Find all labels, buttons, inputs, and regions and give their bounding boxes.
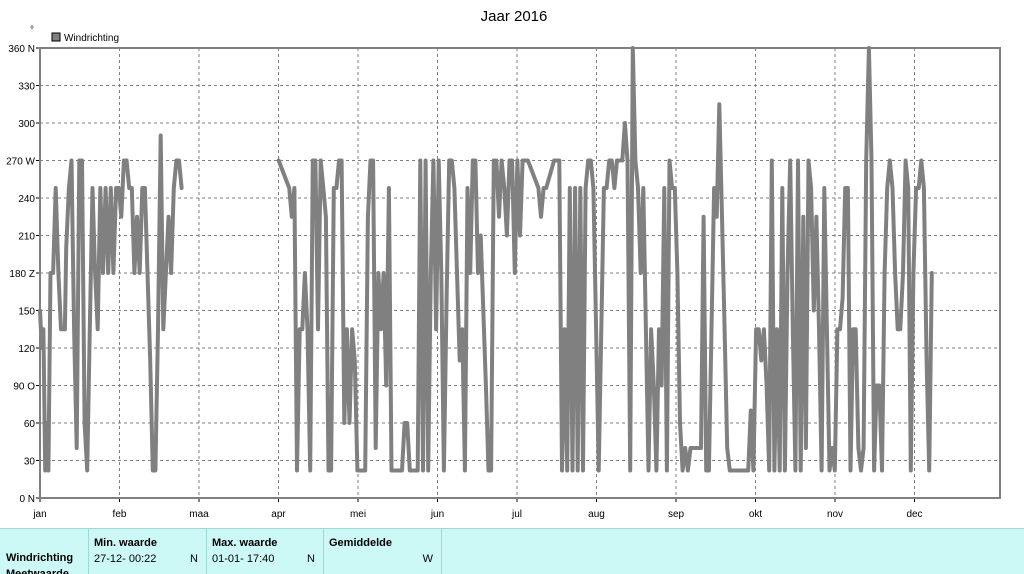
x-tick-label: okt xyxy=(749,509,763,520)
y-axis-ticks: 360 N 330 300 270 W 240 210 180 Z 150 120 90 O 60 3… xyxy=(6,44,40,505)
stats-bar: Windrichting Meetwaarde Min. waarde 27-1… xyxy=(0,528,1024,574)
x-axis-ticks: jan feb maa apr mei jun jul aug sep okt nov dec xyxy=(32,498,923,520)
y-tick-label: 330 xyxy=(18,82,35,93)
stats-max-column: Max. waarde 01-01- 17:40 N xyxy=(207,529,324,574)
x-tick-label: nov xyxy=(827,509,843,520)
grid-lines xyxy=(40,48,1000,498)
stats-row-label: Windrichting xyxy=(6,552,74,564)
x-tick-label: feb xyxy=(113,509,127,520)
x-tick-label: jun xyxy=(430,509,444,520)
wind-direction-chart: Jaar 2016 ° Windrichting 360 N 330 300 270 … xyxy=(6,8,1001,520)
y-tick-label: 240 xyxy=(18,194,35,205)
stats-max-date: 01-01- 17:40 xyxy=(212,553,275,565)
legend-swatch xyxy=(51,32,61,42)
stats-label-column: Windrichting Meetwaarde xyxy=(0,529,89,574)
series-line-segment xyxy=(276,46,934,473)
y-tick-label: 30 xyxy=(24,457,36,468)
stats-min-dir: N xyxy=(190,553,198,565)
x-tick-label: jan xyxy=(32,509,46,520)
y-tick-label: 180 Z xyxy=(9,269,35,280)
stats-avg-column: Gemiddelde W xyxy=(324,529,442,574)
series-line-segment xyxy=(38,133,184,473)
stats-avg-dir: W xyxy=(422,553,433,565)
y-tick-label: 120 xyxy=(18,344,35,355)
x-tick-label: aug xyxy=(588,509,605,520)
legend-marker: ° xyxy=(30,25,34,36)
y-tick-label: 300 xyxy=(18,119,35,130)
y-tick-label: 210 xyxy=(18,232,35,243)
stats-max-header: Max. waarde xyxy=(212,537,278,549)
series-layer xyxy=(38,46,934,473)
y-tick-label: 0 N xyxy=(19,494,35,505)
stats-min-date: 27-12- 00:22 xyxy=(94,553,157,565)
stats-max-dir: N xyxy=(307,553,315,565)
stats-row-label-2: Meetwaarde xyxy=(6,568,69,574)
y-tick-label: 270 W xyxy=(6,157,35,168)
plot-frame xyxy=(39,47,1001,499)
y-tick-label: 60 xyxy=(24,419,36,430)
y-tick-label: 150 xyxy=(18,307,35,318)
x-tick-label: sep xyxy=(668,509,685,520)
x-tick-label: mei xyxy=(350,509,366,520)
x-tick-label: maa xyxy=(189,509,209,520)
x-tick-label: dec xyxy=(906,509,922,520)
x-tick-label: jul xyxy=(511,509,522,520)
stats-min-column: Min. waarde 27-12- 00:22 N xyxy=(89,529,207,574)
y-tick-label: 90 O xyxy=(13,382,35,393)
stats-avg-header: Gemiddelde xyxy=(329,537,392,549)
x-tick-label: apr xyxy=(271,509,286,520)
y-tick-label: 360 N xyxy=(8,44,35,55)
stats-min-header: Min. waarde xyxy=(94,537,157,549)
chart-title: Jaar 2016 xyxy=(481,8,548,25)
legend-label: Windrichting xyxy=(64,33,119,44)
